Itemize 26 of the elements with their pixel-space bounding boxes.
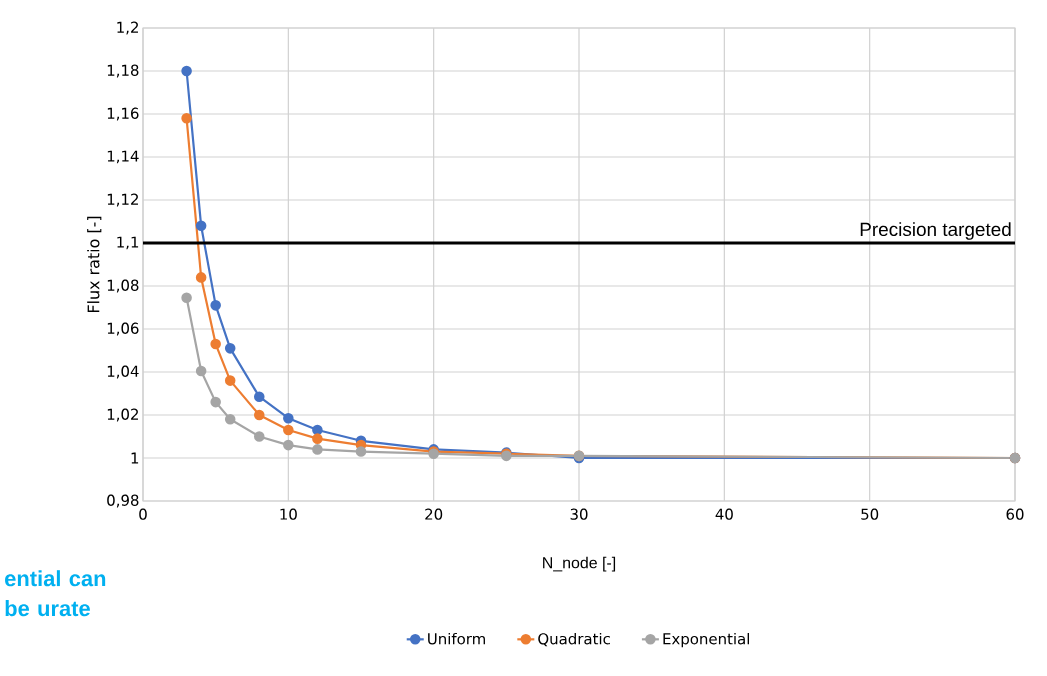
y-tick-label: 1,08 <box>107 279 139 293</box>
x-axis-title: N_node [-] <box>543 556 616 572</box>
x-tick-label: 30 <box>570 508 588 520</box>
ref-line-label: Precision targeted <box>860 222 1011 240</box>
y-tick-label: 1,2 <box>117 21 138 35</box>
y-tick-label: 1,04 <box>107 365 139 379</box>
x-tick-label: 10 <box>280 508 297 520</box>
x-tick-label: 0 <box>139 508 147 520</box>
y-tick-label: 1,06 <box>107 322 139 336</box>
y-tick-label: 0,98 <box>107 494 139 508</box>
y-tick-label: 1,18 <box>107 64 139 78</box>
x-tick-label: 40 <box>715 508 733 520</box>
y-tick-label: 1,1 <box>117 236 139 250</box>
x-tick-label: 50 <box>861 508 879 520</box>
legend-label: Uniform <box>428 632 485 645</box>
text: ential can be urate <box>5 570 106 617</box>
x-tick-label: 20 <box>425 508 443 520</box>
y-tick-label: 1,14 <box>107 150 139 164</box>
y-tick-label: 1,02 <box>107 408 138 422</box>
x-tick-label: 60 <box>1006 508 1024 520</box>
y-tick-label: 1,12 <box>107 193 138 207</box>
y-tick-label: 1 <box>131 452 139 464</box>
legend-label: Exponential <box>663 632 749 648</box>
y-tick-label: 1,16 <box>107 107 139 121</box>
legend-label: Quadratic <box>538 632 610 647</box>
y-axis-title: Flux ratio [-] <box>87 216 102 313</box>
